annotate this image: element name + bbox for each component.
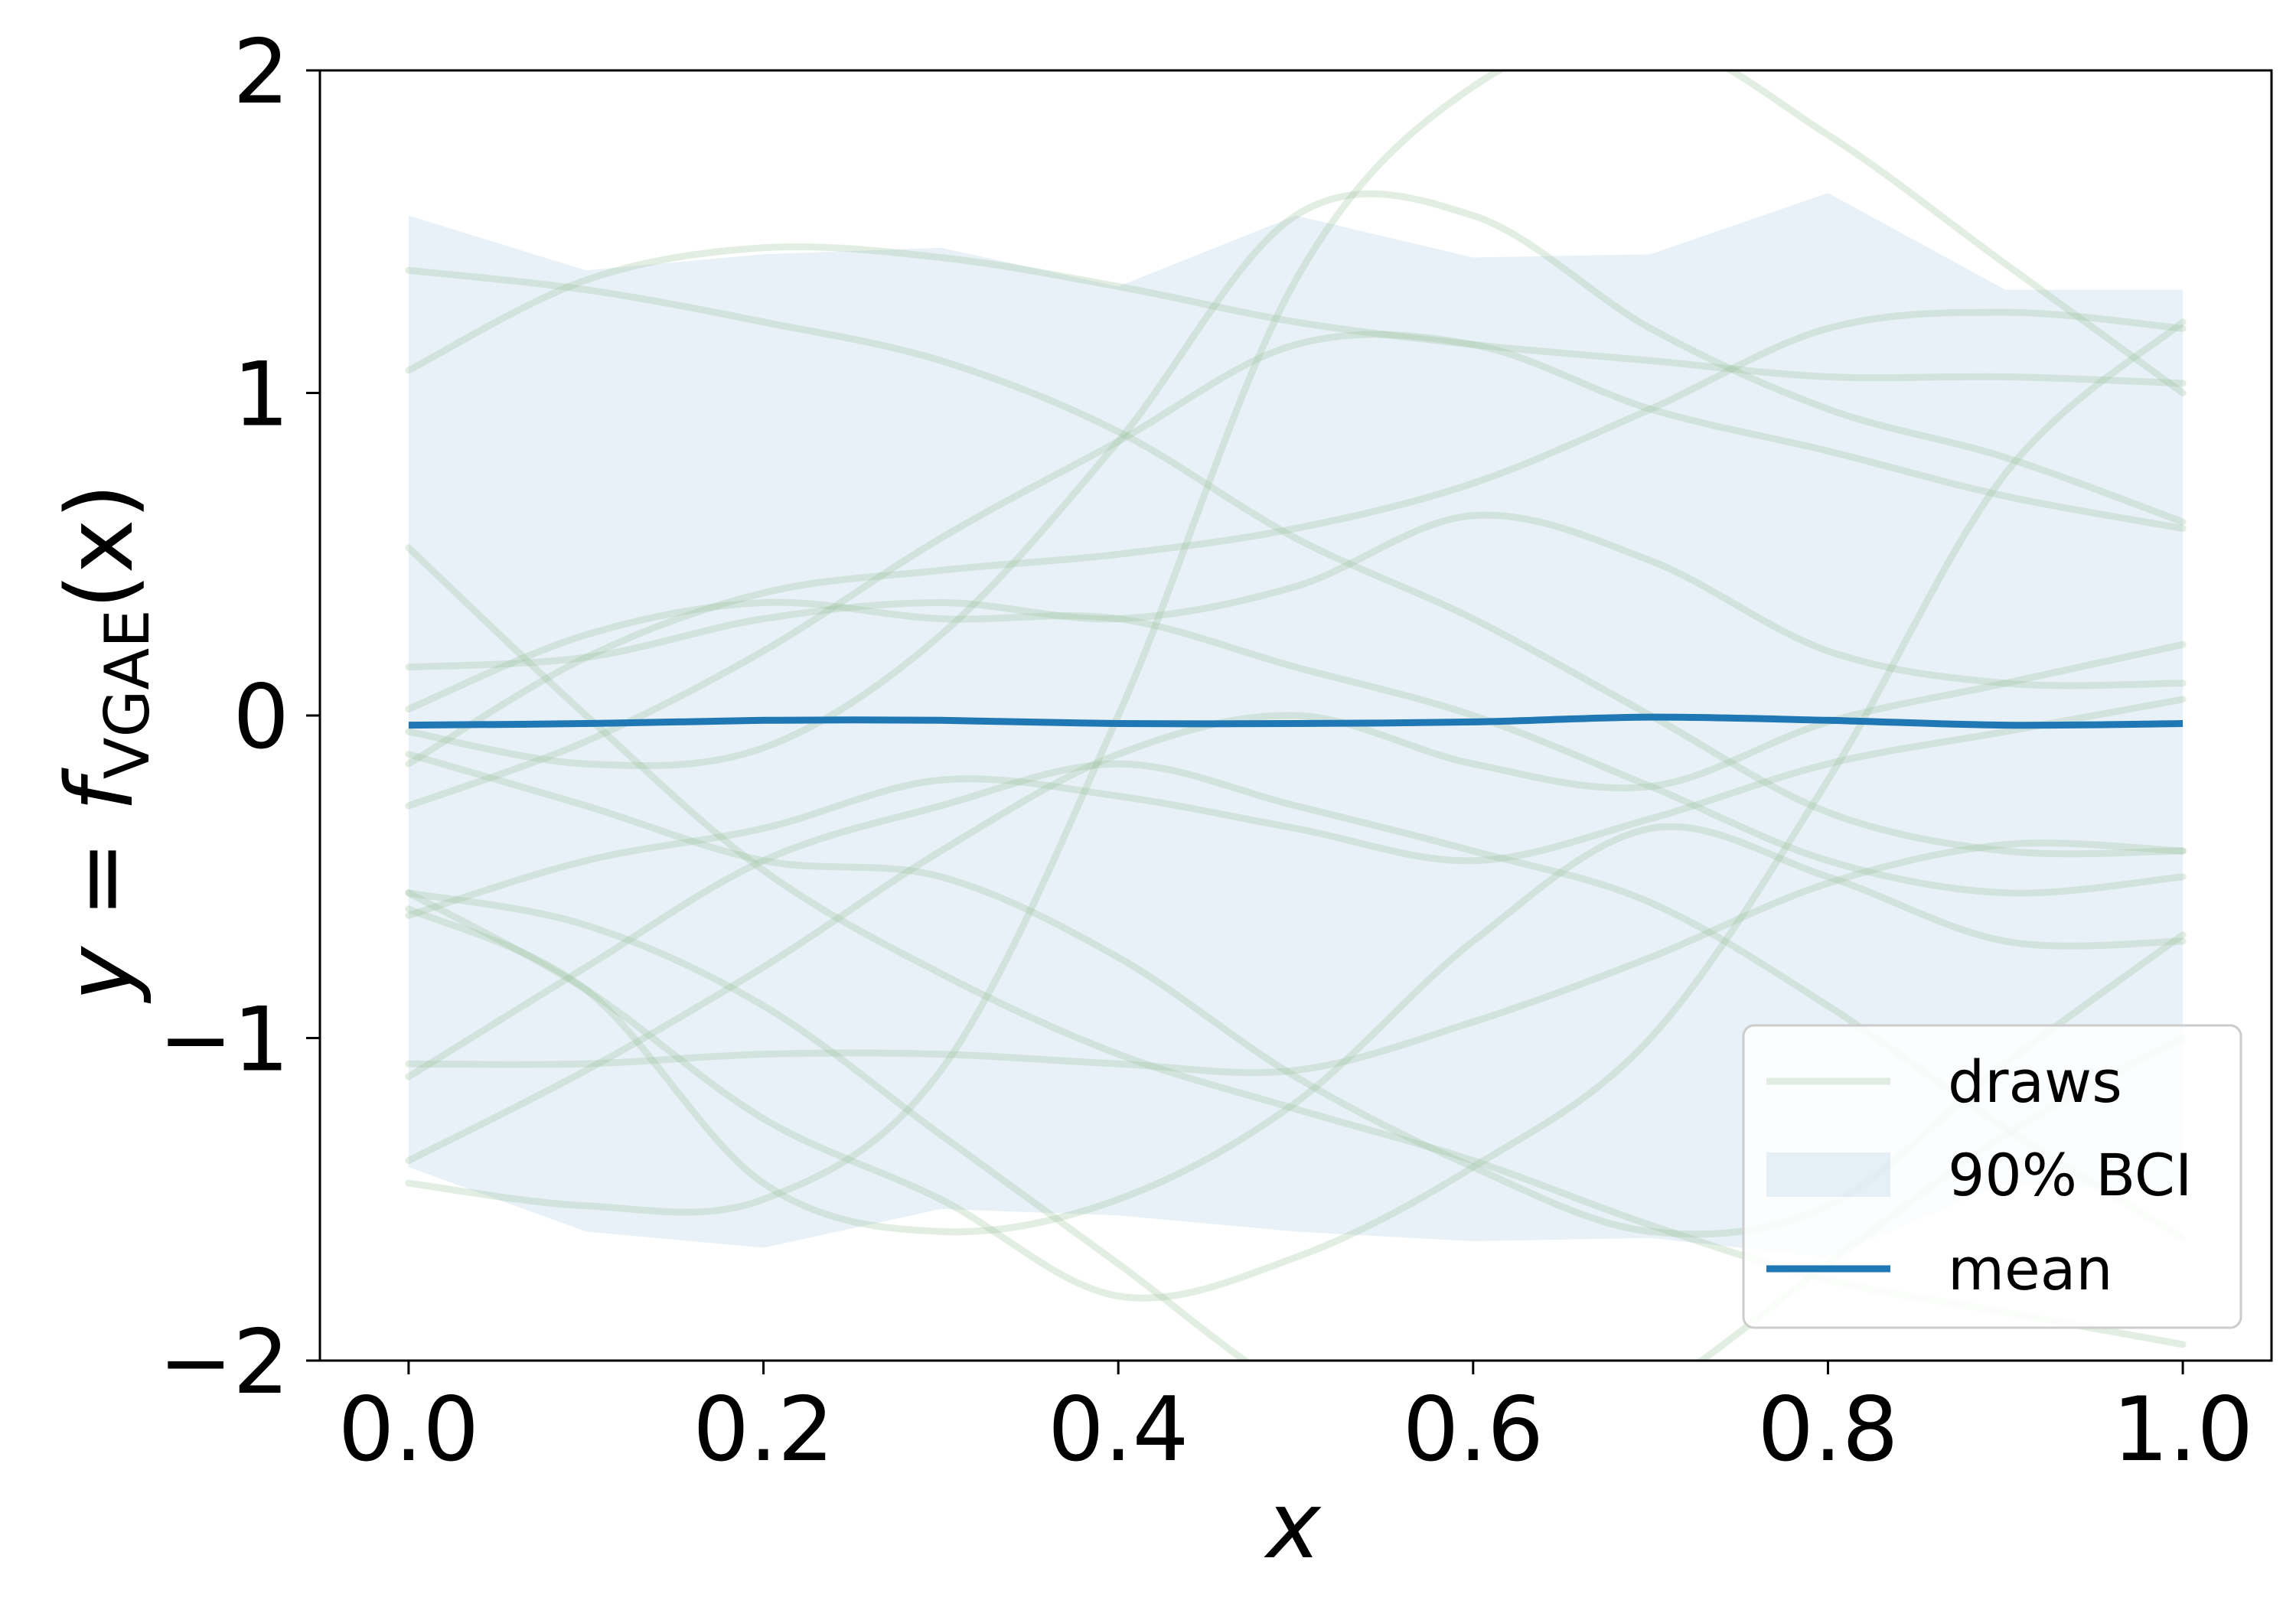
draw-line-17 (405, 823, 2187, 1236)
y-axis: −2 −1 0 1 2 (158, 21, 320, 1414)
draw-line-9 (405, 331, 2187, 810)
x-tick-label: 0.0 (338, 1378, 479, 1482)
mean-line (408, 713, 2183, 729)
legend-label-bci: 90% BCI (1948, 1141, 2192, 1209)
legend-box (1742, 1024, 2242, 1329)
legend: draws 90% BCI mean (1742, 1024, 2242, 1329)
y-axis-label-prefix: y = (47, 812, 154, 1004)
draw-line-2 (405, 243, 2187, 387)
x-tick-label: 0.8 (1757, 1378, 1898, 1482)
y-tick-label: −1 (158, 989, 289, 1092)
legend-swatch-bci (1766, 1152, 1890, 1197)
draw-line-12 (405, 641, 2187, 1165)
plot-area (405, 70, 2187, 1361)
y-axis-label-suffix: (x) (47, 484, 154, 610)
x-tick-label: 0.6 (1403, 1378, 1544, 1482)
y-tick-label: 2 (233, 21, 289, 124)
draw-line-6 (405, 190, 2187, 770)
y-tick-label: −2 (158, 1311, 289, 1414)
y-axis-label-subscript: VGAE (92, 609, 163, 779)
draw-line-11 (405, 839, 2187, 1077)
x-axis-label: x (1263, 1473, 1322, 1579)
draw-line-10 (405, 696, 2187, 919)
legend-label-mean: mean (1948, 1235, 2113, 1303)
x-axis: 0.0 0.2 0.4 0.6 0.8 1.0 (338, 1361, 2253, 1482)
draw-line-4 (405, 70, 2187, 1216)
x-tick-label: 0.2 (693, 1378, 833, 1482)
y-axis-label: y = fVGAE(x) (47, 484, 163, 1004)
draw-line-7 (405, 511, 2187, 689)
draw-line-13 (405, 318, 2187, 1302)
x-tick-label: 1.0 (2112, 1378, 2253, 1482)
draw-line-16 (405, 598, 2187, 897)
draws-group (405, 70, 2187, 1361)
draw-line-1 (405, 266, 2187, 858)
y-tick-label: 1 (233, 344, 289, 447)
x-tick-label: 0.4 (1048, 1378, 1189, 1482)
draw-line-8 (405, 308, 2187, 768)
legend-label-draws: draws (1948, 1048, 2122, 1116)
y-tick-label: 0 (233, 666, 289, 769)
